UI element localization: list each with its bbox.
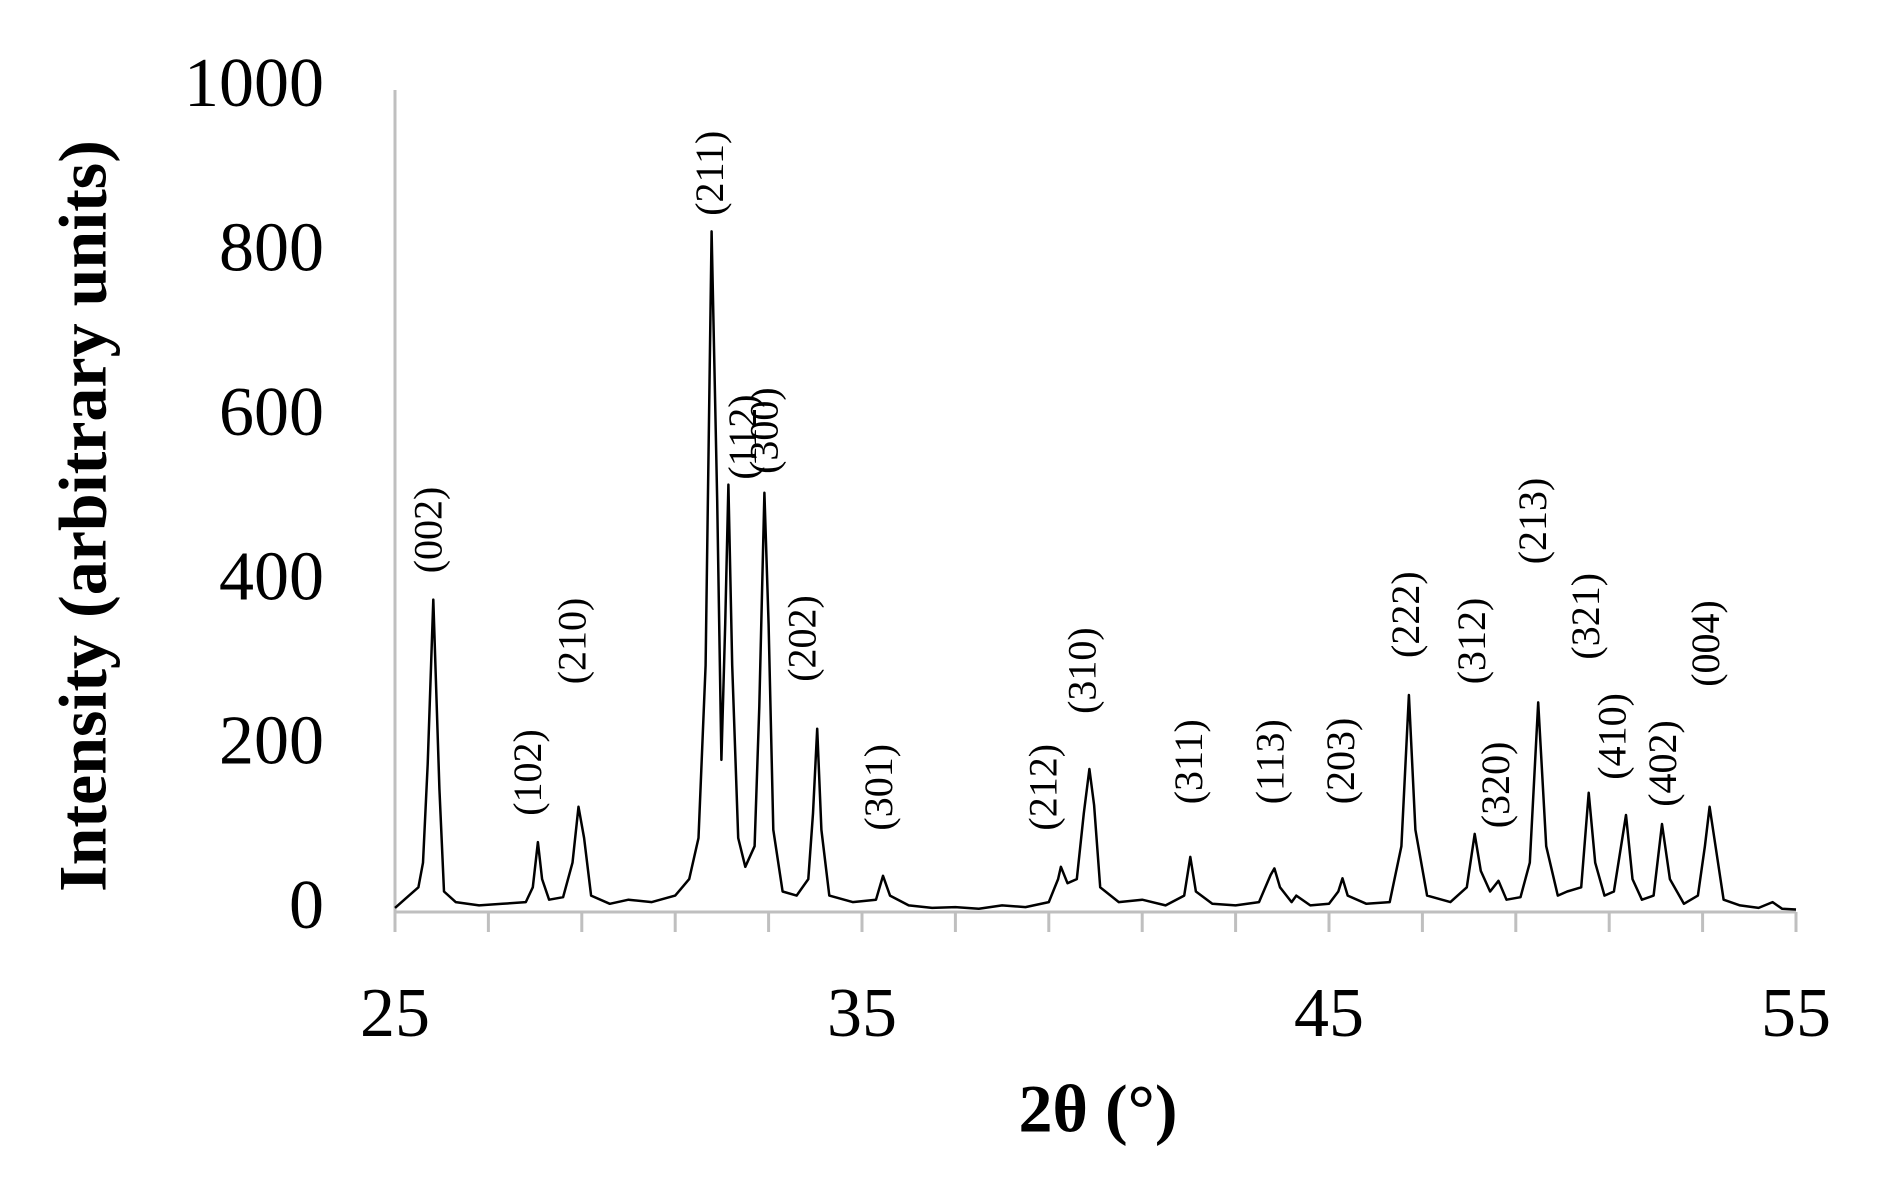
- x-tick-label: 55: [1761, 975, 1831, 1052]
- x-tick-label: 45: [1294, 975, 1364, 1052]
- y-tick-label: 0: [289, 867, 324, 944]
- y-tick-label: 600: [219, 374, 324, 451]
- x-tick-label: 25: [360, 975, 430, 1052]
- peak-label: (402): [1640, 720, 1685, 807]
- peak-label: (202): [780, 595, 825, 682]
- peak-label: (213): [1510, 478, 1555, 565]
- peak-label: (203): [1318, 718, 1363, 805]
- y-tick-label: 200: [219, 703, 324, 780]
- peak-label: (320): [1473, 742, 1518, 829]
- data-line: [394, 230, 1797, 911]
- peak-label: (212): [1021, 744, 1066, 831]
- peak-label: (300): [741, 387, 786, 474]
- peak-label: (301): [856, 744, 901, 831]
- peak-label: (112): [720, 394, 765, 479]
- peak-label: (310): [1059, 627, 1104, 714]
- peak-label: (102): [505, 729, 550, 816]
- peak-label: (211): [687, 131, 732, 216]
- peak-label: (312): [1449, 598, 1494, 685]
- x-axis-title: 2θ (°): [1019, 1071, 1178, 1147]
- peak-label: (004): [1683, 600, 1728, 687]
- y-tick-label: 1000: [184, 45, 324, 122]
- peak-label: (222): [1383, 571, 1428, 658]
- peak-label: (002): [406, 487, 451, 574]
- y-tick-label: 400: [219, 538, 324, 615]
- peak-label: (410): [1589, 693, 1634, 780]
- y-tick-label: 800: [219, 209, 324, 286]
- peak-label: (113): [1248, 719, 1293, 804]
- peak-label: (311): [1166, 719, 1211, 804]
- peak-label: (321): [1563, 573, 1608, 660]
- y-axis-title: Intensity (arbitrary units): [45, 140, 121, 892]
- x-tick-label: 35: [827, 975, 897, 1052]
- peak-label: (210): [549, 598, 594, 685]
